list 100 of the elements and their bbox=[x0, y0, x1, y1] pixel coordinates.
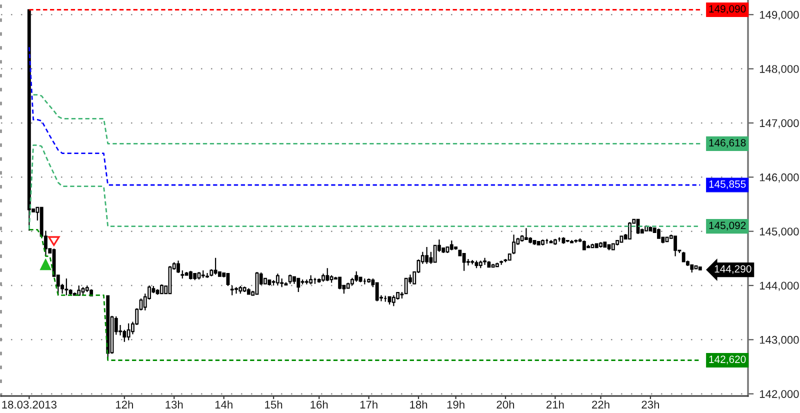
x-tick-label: 19h bbox=[447, 400, 464, 409]
candlestick bbox=[242, 286, 246, 293]
x-tick-label: 16h bbox=[310, 400, 328, 409]
candlestick bbox=[487, 260, 491, 268]
candlestick bbox=[582, 240, 586, 251]
data-label: 142,620 bbox=[709, 356, 746, 364]
candlestick bbox=[375, 282, 379, 302]
candlestick bbox=[388, 296, 392, 306]
candlestick bbox=[234, 286, 238, 294]
candlestick bbox=[160, 284, 164, 295]
candlestick bbox=[85, 284, 89, 293]
candlestick bbox=[553, 238, 557, 246]
candlestick bbox=[495, 262, 499, 268]
line-series bbox=[32, 94, 701, 144]
candlestick bbox=[603, 241, 607, 248]
candlestick bbox=[156, 288, 160, 296]
y-tick-label: 142,000 bbox=[760, 390, 799, 400]
line-series bbox=[28, 144, 701, 230]
candlestick bbox=[77, 284, 81, 296]
x-tick-label: 22h bbox=[592, 400, 610, 408]
candlestick bbox=[296, 277, 300, 293]
candlestick bbox=[474, 260, 478, 269]
candlestick bbox=[230, 284, 234, 296]
candlestick bbox=[64, 278, 68, 296]
candlestick bbox=[367, 278, 371, 284]
candlestick bbox=[288, 274, 292, 284]
candlestick bbox=[524, 228, 528, 241]
candlestick bbox=[309, 274, 313, 285]
x-tick-label: 15h bbox=[265, 400, 282, 409]
candlestick bbox=[176, 260, 180, 274]
candlestick bbox=[549, 239, 553, 244]
candlestick bbox=[450, 240, 454, 251]
candlestick bbox=[574, 238, 578, 244]
y-tick-label: 143,000 bbox=[760, 336, 799, 346]
x-tick-label: 14h bbox=[215, 400, 232, 408]
candlestick bbox=[425, 246, 429, 264]
candlestick bbox=[620, 235, 624, 244]
data-label: 145,092 bbox=[709, 222, 746, 230]
x-tick-label: 12h bbox=[116, 400, 133, 408]
y-tick-label: 145,000 bbox=[760, 228, 799, 237]
candlestick bbox=[541, 238, 544, 246]
candlestick bbox=[214, 257, 218, 276]
candlestick bbox=[338, 276, 342, 290]
candlestick bbox=[532, 239, 536, 246]
line-series bbox=[28, 228, 701, 361]
candlestick bbox=[694, 264, 698, 270]
candlestick bbox=[304, 278, 308, 285]
candlestick bbox=[197, 271, 201, 280]
candlestick bbox=[483, 257, 486, 266]
x-tick-label: 18h bbox=[410, 400, 428, 409]
candlestick bbox=[665, 236, 669, 243]
ref-line-label: 149,090 bbox=[709, 5, 746, 14]
candlestick bbox=[284, 282, 288, 286]
y-tick-label: 147,000 bbox=[760, 119, 799, 128]
candlestick bbox=[180, 270, 184, 279]
y-tick-label: 148,000 bbox=[760, 65, 799, 74]
candlestick bbox=[599, 242, 602, 248]
candlestick bbox=[566, 239, 570, 243]
y-tick-label: 146,000 bbox=[760, 173, 799, 183]
candlestick bbox=[594, 242, 598, 249]
candlestick bbox=[628, 222, 632, 240]
candlestick bbox=[682, 251, 686, 263]
candlestick bbox=[674, 235, 678, 257]
candlestick bbox=[384, 295, 388, 302]
candlestick bbox=[698, 266, 702, 271]
candlestick bbox=[280, 278, 284, 288]
candlestick bbox=[276, 273, 280, 286]
candlestick bbox=[206, 272, 209, 278]
candlestick bbox=[392, 294, 396, 307]
candlestick bbox=[246, 288, 250, 296]
text: 144,290 bbox=[714, 265, 752, 274]
y-tick-label: 144,000 bbox=[760, 282, 799, 291]
candlestick bbox=[607, 244, 611, 251]
y-tick-label: 149,000 bbox=[760, 10, 799, 20]
x-tick-label: 13h bbox=[166, 400, 183, 409]
candlestick bbox=[462, 252, 466, 272]
candlestick bbox=[346, 282, 350, 290]
x-tick-label: 17h bbox=[360, 400, 378, 408]
x-tick-label: 23h bbox=[642, 400, 660, 409]
candlestick bbox=[354, 270, 358, 282]
candlestick bbox=[184, 271, 188, 276]
candlestick bbox=[326, 268, 330, 282]
candlestick bbox=[545, 238, 549, 244]
candlestick bbox=[188, 270, 192, 280]
candlestick bbox=[500, 260, 504, 266]
candlestick bbox=[238, 285, 242, 294]
candlestick bbox=[317, 278, 321, 284]
line-series bbox=[28, 46, 701, 186]
candlestick bbox=[570, 239, 574, 244]
candlestick bbox=[611, 242, 615, 251]
candlestick bbox=[657, 228, 660, 240]
candlestick bbox=[586, 244, 590, 249]
data-label: 145,855 bbox=[709, 180, 746, 190]
candlestick bbox=[470, 259, 474, 265]
candlestick bbox=[491, 263, 495, 268]
candlestick bbox=[648, 226, 652, 232]
candlestick bbox=[404, 277, 408, 295]
x-tick-label: 20h bbox=[496, 400, 514, 409]
candlestick bbox=[690, 264, 694, 274]
data-label: 146,618 bbox=[709, 139, 746, 148]
